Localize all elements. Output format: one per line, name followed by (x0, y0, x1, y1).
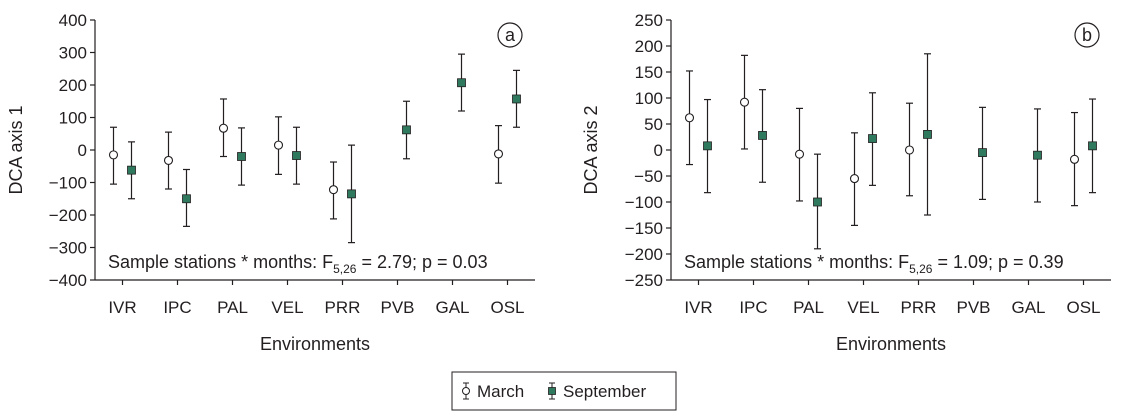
y-tick-label: −250 (625, 271, 663, 290)
y-tick-label: −200 (49, 206, 87, 225)
y-tick-label: −400 (49, 271, 87, 290)
panel-label-circle (1074, 22, 1100, 48)
y-tick-label: 50 (644, 115, 663, 134)
stats-annotation-subscript: 5,26 (333, 262, 357, 276)
legend: March September (451, 371, 677, 411)
y-tick-label: 100 (59, 109, 87, 128)
september-point (923, 129, 932, 139)
x-tick-label: IPC (739, 298, 767, 317)
stats-annotation-suffix: = 2.79; p = 0.03 (356, 252, 487, 272)
march-point (794, 149, 805, 159)
stats-annotation: Sample stations * months: F5,26 = 1.09; … (684, 252, 1064, 276)
x-tick-label: GAL (435, 298, 469, 317)
y-tick-label: 200 (635, 37, 663, 56)
y-tick-label: 400 (59, 11, 87, 30)
y-tick-label: 150 (635, 63, 663, 82)
stats-annotation: Sample stations * months: F5,26 = 2.79; … (108, 252, 488, 276)
y-tick-label: 250 (635, 11, 663, 30)
y-tick-label: 100 (635, 89, 663, 108)
y-tick-label: 0 (78, 141, 87, 160)
x-axis-title: Environments (260, 334, 370, 354)
september-point (457, 78, 466, 88)
september-point (237, 152, 246, 161)
stats-annotation-prefix: Sample stations * months: F (108, 252, 333, 272)
y-axis-title: DCA axis 2 (581, 105, 601, 194)
march-point (218, 123, 229, 133)
x-tick-label: PVB (380, 298, 414, 317)
september-point (758, 131, 767, 140)
legend-september-marker (548, 387, 556, 395)
legend-march-marker (462, 387, 470, 395)
september-point (868, 134, 877, 143)
x-tick-label: GAL (1011, 298, 1045, 317)
september-point (292, 151, 301, 160)
september-point (813, 197, 822, 207)
september-point (347, 189, 356, 199)
x-tick-label: PAL (793, 298, 824, 317)
march-point (1069, 154, 1080, 164)
y-tick-label: −200 (625, 245, 663, 264)
y-tick-label: 0 (654, 141, 663, 160)
stats-annotation-subscript: 5,26 (909, 262, 933, 276)
y-tick-label: 300 (59, 44, 87, 63)
y-tick-label: −150 (625, 219, 663, 238)
september-point (402, 125, 411, 135)
september-point (978, 148, 987, 158)
x-tick-label: PRR (325, 298, 361, 317)
stats-annotation-suffix: = 1.09; p = 0.39 (932, 252, 1063, 272)
y-axis-title: DCA axis 1 (6, 105, 26, 194)
x-tick-label: PRR (901, 298, 937, 317)
x-tick-label: PAL (217, 298, 248, 317)
september-point (127, 165, 136, 175)
september-point (1033, 150, 1042, 160)
march-point (904, 145, 915, 155)
march-point (849, 174, 860, 184)
x-tick-label: VEL (271, 298, 303, 317)
y-tick-label: −100 (625, 193, 663, 212)
march-point (328, 185, 339, 195)
x-tick-label: IVR (684, 298, 712, 317)
panel-label-circle (497, 22, 523, 48)
panel-label: b (1082, 25, 1092, 45)
y-tick-label: −50 (634, 167, 663, 186)
legend-box (451, 371, 677, 411)
stats-annotation-prefix: Sample stations * months: F (684, 252, 909, 272)
x-axis-title: Environments (836, 334, 946, 354)
march-point (273, 140, 284, 150)
september-point (512, 94, 521, 104)
panel-b: 250 200 150 100 50 0 −50 −100 −150 −200 −250 IVR IPC… (581, 11, 1111, 354)
x-tick-label: IPC (163, 298, 191, 317)
y-tick-label: −100 (49, 174, 87, 193)
march-point (163, 155, 174, 165)
y-tick-label: 200 (59, 76, 87, 95)
legend-march-label: March (477, 382, 524, 401)
march-point (493, 149, 504, 159)
september-point (703, 141, 712, 151)
x-tick-label: VEL (847, 298, 879, 317)
legend-september-label: September (563, 382, 646, 401)
march-point (108, 150, 119, 160)
panel-a: 400 300 200 100 0 −100 −200 −300 −400 IVR IPC PAL VE… (6, 11, 535, 354)
september-point (182, 194, 191, 204)
september-point (1088, 141, 1097, 151)
y-tick-label: −300 (49, 239, 87, 258)
panel-label: a (505, 25, 516, 45)
x-tick-label: PVB (956, 298, 990, 317)
march-point (684, 113, 695, 123)
march-point (739, 97, 750, 107)
x-tick-label: OSL (490, 298, 524, 317)
x-tick-label: IVR (108, 298, 136, 317)
x-tick-label: OSL (1066, 298, 1100, 317)
